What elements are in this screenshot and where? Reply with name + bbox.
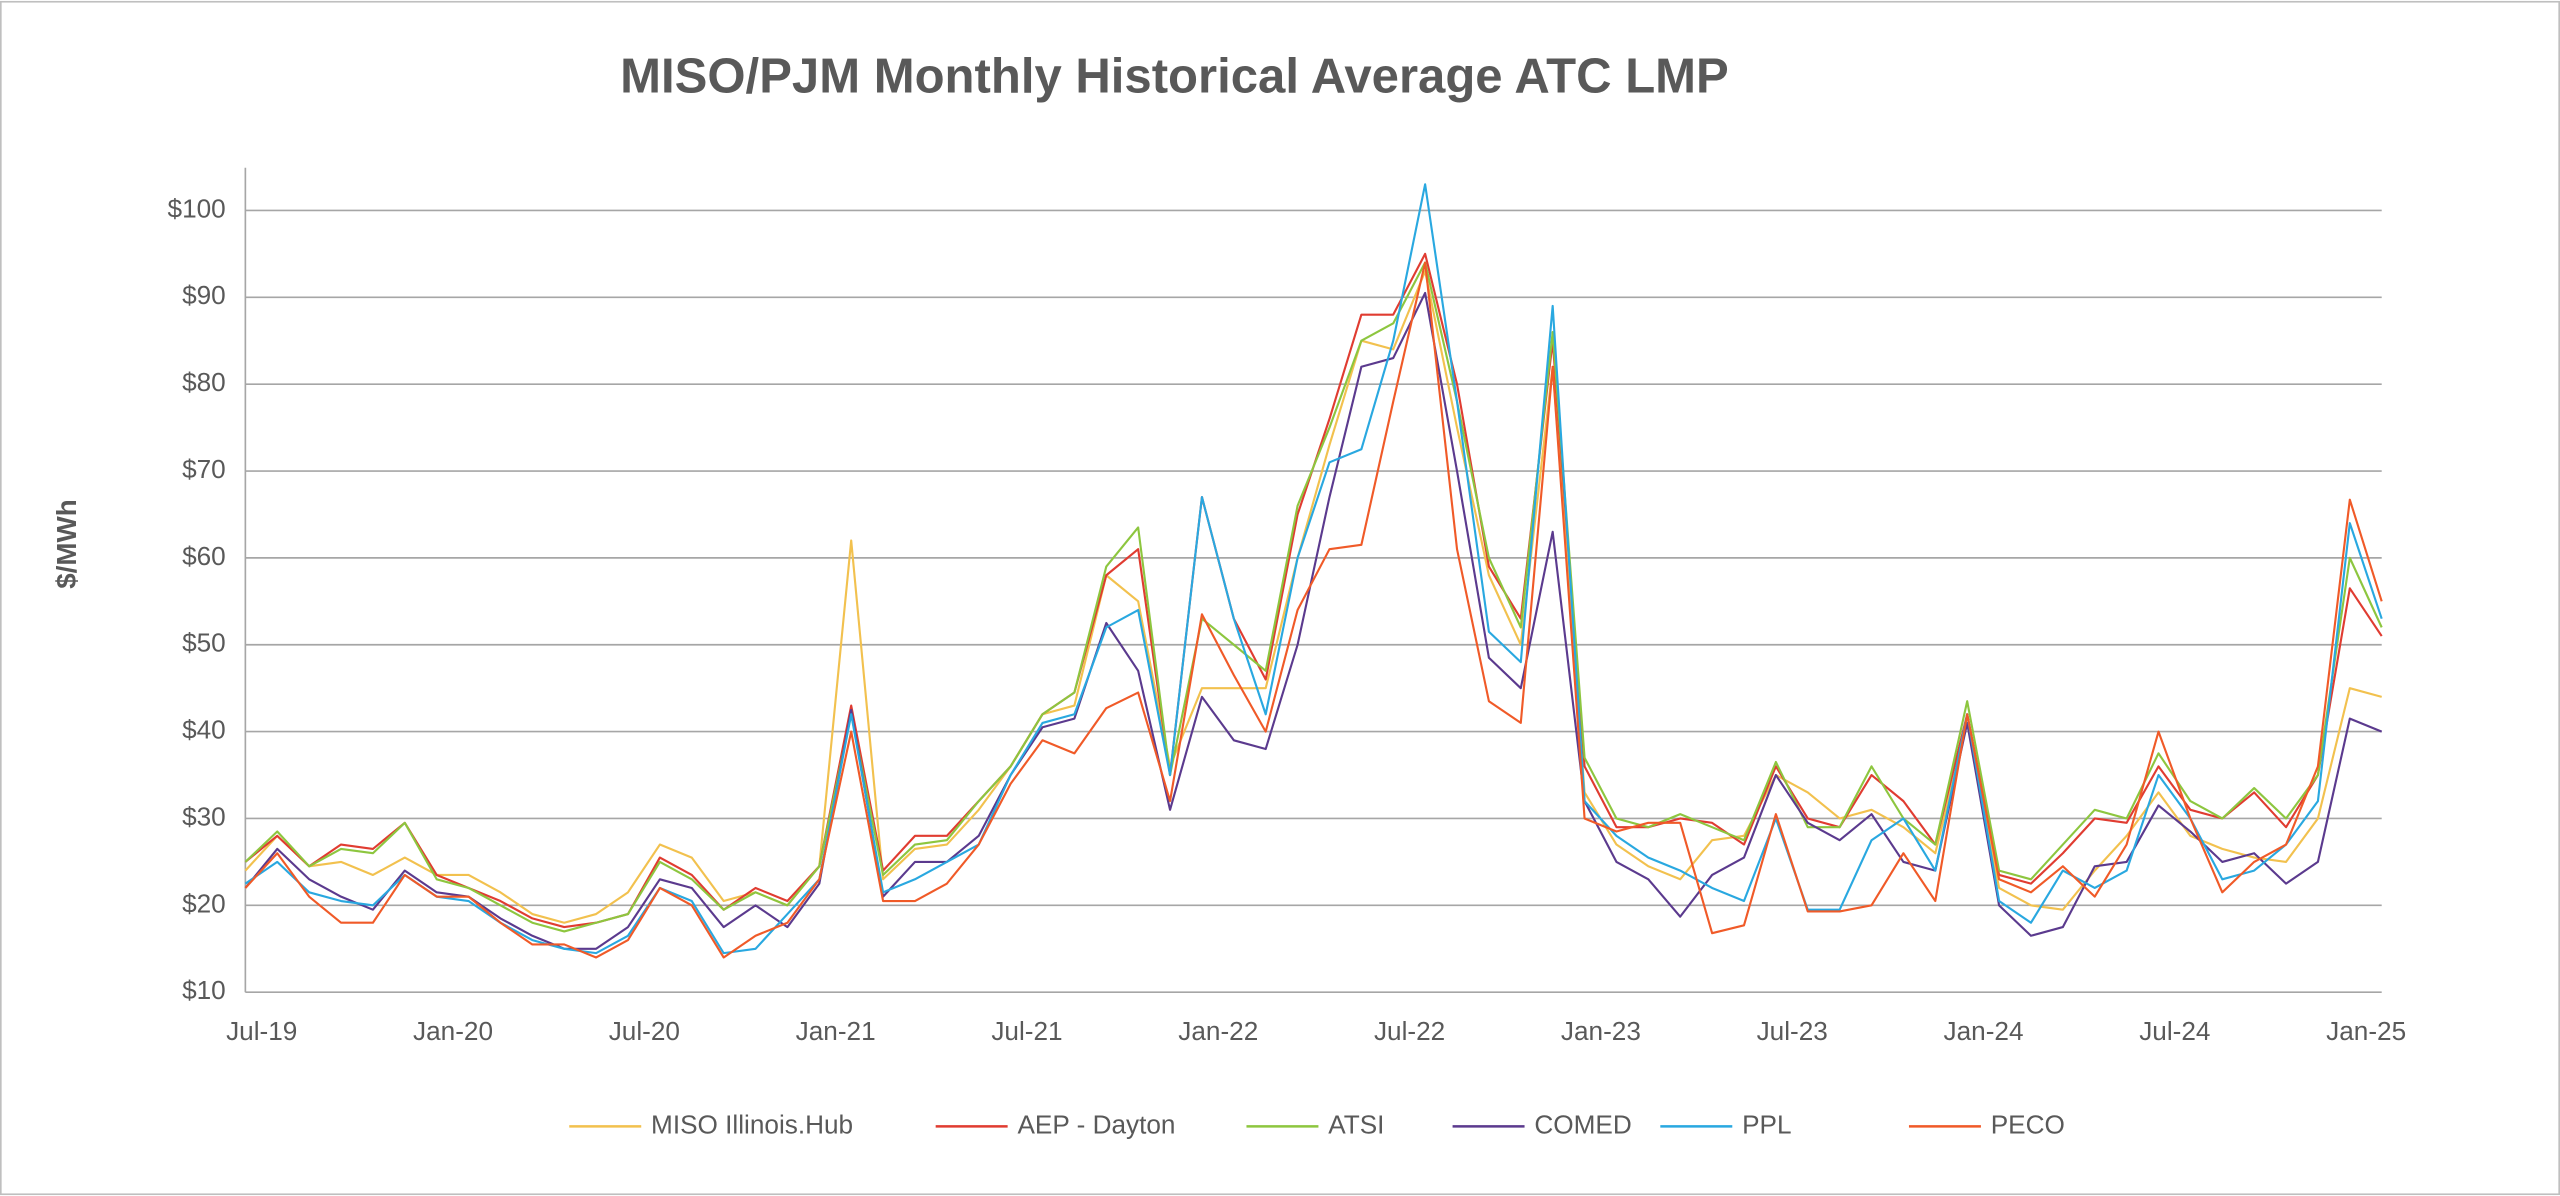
series-line — [244, 261, 2383, 933]
legend-label: COMED — [1534, 1109, 1631, 1139]
x-tick-label: Jan-25 — [2326, 1016, 2406, 1046]
x-tick-label: Jul-24 — [2139, 1016, 2210, 1046]
x-tick-label: Jul-22 — [1374, 1016, 1445, 1046]
chart-title: MISO/PJM Monthly Historical Average ATC … — [620, 49, 1729, 103]
y-tick-label: $80 — [182, 367, 226, 397]
series-line — [244, 291, 2383, 950]
y-tick-label: $100 — [168, 193, 226, 223]
y-tick-label: $60 — [182, 541, 226, 571]
legend-label: PPL — [1742, 1109, 1791, 1139]
y-tick-label: $40 — [182, 715, 226, 745]
series-line — [244, 261, 2383, 959]
legend-label: PECO — [1991, 1109, 2065, 1139]
legend-label: MISO Illinois.Hub — [651, 1109, 853, 1139]
y-tick-label: $10 — [182, 975, 226, 1005]
legend-label: AEP - Dayton — [1017, 1109, 1175, 1139]
x-tick-label: Jul-23 — [1757, 1016, 1828, 1046]
y-tick-label: $20 — [182, 888, 226, 918]
y-axis-label: $/MWh — [51, 499, 82, 589]
x-tick-label: Jul-20 — [609, 1016, 680, 1046]
y-tick-label: $50 — [182, 628, 226, 658]
y-tick-label: $30 — [182, 801, 226, 831]
x-tick-label: Jan-21 — [796, 1016, 876, 1046]
x-tick-label: Jul-19 — [226, 1016, 297, 1046]
legend-label: ATSI — [1328, 1109, 1384, 1139]
x-tick-label: Jan-20 — [413, 1016, 493, 1046]
x-tick-label: Jan-24 — [1944, 1016, 2024, 1046]
series-line — [244, 183, 2383, 955]
x-tick-label: Jan-22 — [1178, 1016, 1258, 1046]
x-tick-label: Jul-21 — [991, 1016, 1062, 1046]
x-tick-label: Jan-23 — [1561, 1016, 1641, 1046]
y-tick-label: $90 — [182, 280, 226, 310]
series-line — [244, 270, 2382, 924]
y-tick-label: $70 — [182, 454, 226, 484]
